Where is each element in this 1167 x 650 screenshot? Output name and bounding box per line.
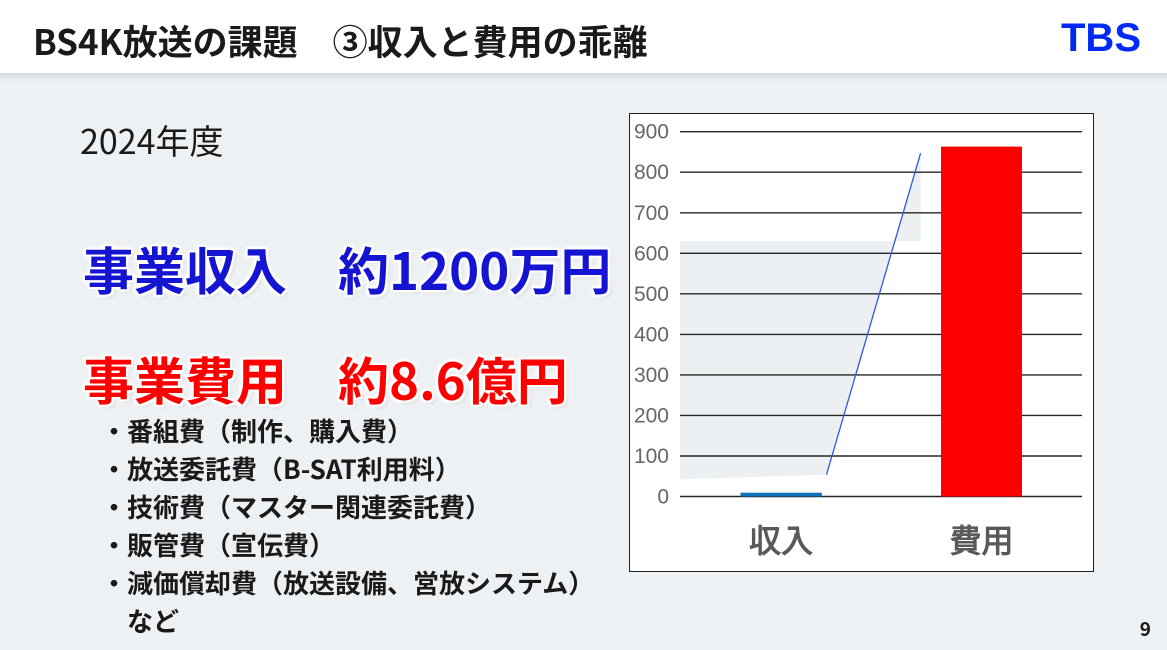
svg-text:0: 0 xyxy=(657,486,669,509)
svg-text:700: 700 xyxy=(634,202,669,225)
svg-text:900: 900 xyxy=(634,121,669,144)
svg-text:400: 400 xyxy=(634,323,669,346)
svg-text:800: 800 xyxy=(634,161,669,184)
svg-text:200: 200 xyxy=(634,404,669,427)
svg-text:300: 300 xyxy=(634,364,669,387)
svg-text:収入: 収入 xyxy=(749,523,813,559)
svg-text:600: 600 xyxy=(634,242,669,265)
svg-text:500: 500 xyxy=(634,283,669,306)
svg-text:費用: 費用 xyxy=(949,523,1013,559)
svg-text:100: 100 xyxy=(634,445,669,468)
